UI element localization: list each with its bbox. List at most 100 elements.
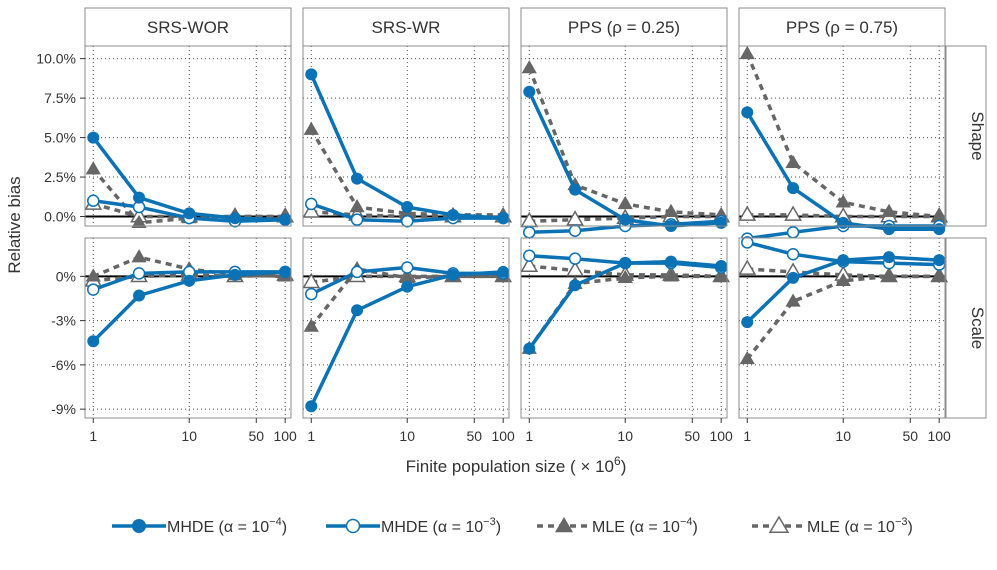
data-point [350,265,364,279]
legend-item-mhde4: MHDE (α = 10−4) [112,516,287,536]
legend-label: MHDE (α = 10−3) [381,516,501,536]
data-point [617,269,633,284]
legend-label: MHDE (α = 10−4) [167,516,287,536]
panel-border [84,237,292,419]
data-point [351,172,364,185]
x-axis-title-exp: 6 [614,454,621,468]
series-line [93,273,286,283]
panel-background [739,46,945,226]
data-point [497,212,510,225]
legend: MHDE (α = 10−4) MHDE (α = 10−3) MLE (α = 1… [112,515,913,536]
data-point [87,335,100,348]
legend-label-exp: −3 [483,516,496,528]
series-mhde4 [87,265,292,348]
data-point [787,182,800,195]
data-point [87,283,100,296]
legend-key-marker [768,515,790,534]
data-point [933,223,946,236]
legend-item-mhde3: MHDE (α = 10−3) [326,516,501,536]
facet-strip-2: SRS-WR [302,7,510,47]
panel-scale-3 [520,237,731,419]
data-point [279,265,292,278]
data-point [399,269,415,284]
data-point [85,161,101,175]
x-tick-label: 1 [89,428,97,444]
x-tick-label: 100 [927,428,951,444]
data-point [401,201,414,214]
data-point [786,226,800,239]
row-strip-scale: Scale [945,237,987,419]
legend-key-marker [132,519,146,533]
data-point [302,202,321,218]
row-strip-box [945,45,987,227]
legend-label-exp: −3 [895,516,908,528]
facet-strip-label: PPS (ρ = 0.25) [568,18,680,37]
data-point [400,261,414,274]
panels-layer: SRS-WOR SRS-WR PPS (ρ = 0.25) PPS (ρ = 0.75… [84,7,987,419]
panel-background [521,46,727,226]
x-tick-label: 10 [399,428,415,444]
axes-layer: 0.0% 2.5% 5.0% 7.5% 10.0% -9% -6% -3% 0% 1 10 50 100… [36,51,951,444]
data-point [741,236,754,249]
data-point [305,68,318,81]
data-point [183,274,196,287]
data-point [523,249,536,262]
data-point [738,205,757,221]
data-point [447,208,460,221]
data-point [663,268,679,282]
x-tick-label: 100 [709,428,733,444]
data-point [303,318,319,332]
data-point [87,131,100,144]
data-point [617,195,633,210]
y-tick-label: 7.5% [44,90,76,106]
data-point [521,60,537,74]
y-tick-label: 10.0% [36,51,76,67]
series-line [745,274,940,361]
data-point [619,213,632,226]
panel-border [302,237,510,419]
data-point [350,213,364,226]
data-point [881,203,897,217]
data-point [305,400,318,413]
series-line [311,274,504,285]
data-point [785,293,801,307]
x-tick-label: 50 [903,428,919,444]
data-point [933,254,946,267]
series-line [527,274,722,350]
series-mhde4 [87,131,292,226]
panel-border [84,45,292,227]
data-point [883,223,896,236]
facet-strip-label: SRS-WR [372,18,441,37]
panel-scale-4 [738,236,949,419]
legend-label-close: ) [693,519,698,536]
y-tick-label: 0% [56,268,76,284]
panel-scale-1 [84,237,295,419]
y-tick-label: 2.5% [44,169,76,185]
series-line [747,213,940,219]
data-point [305,287,318,301]
data-point [835,194,851,208]
x-tick-label: 100 [273,428,297,444]
series-mhde4 [305,68,510,225]
panel-shape-2 [302,45,513,228]
x-tick-label: 1 [525,428,533,444]
y-tick-label: -9% [51,401,76,417]
data-point [665,255,678,268]
data-point [931,208,947,222]
legend-label-main: MHDE (α = 10 [381,519,483,536]
data-point [523,85,536,98]
data-point [569,279,582,292]
facet-strip-box [302,7,510,47]
legend-label-exp: −4 [680,516,693,528]
data-point [447,268,460,281]
data-point [133,191,146,204]
legend-label-main: MHDE (α = 10 [167,519,269,536]
data-point [351,304,364,317]
facet-strip-label: SRS-WOR [147,18,229,37]
series-mhde4 [523,85,728,232]
x-tick-label: 50 [685,428,701,444]
x-tick-label: 1 [743,428,751,444]
data-point [400,215,414,228]
row-strip-box [945,237,987,419]
